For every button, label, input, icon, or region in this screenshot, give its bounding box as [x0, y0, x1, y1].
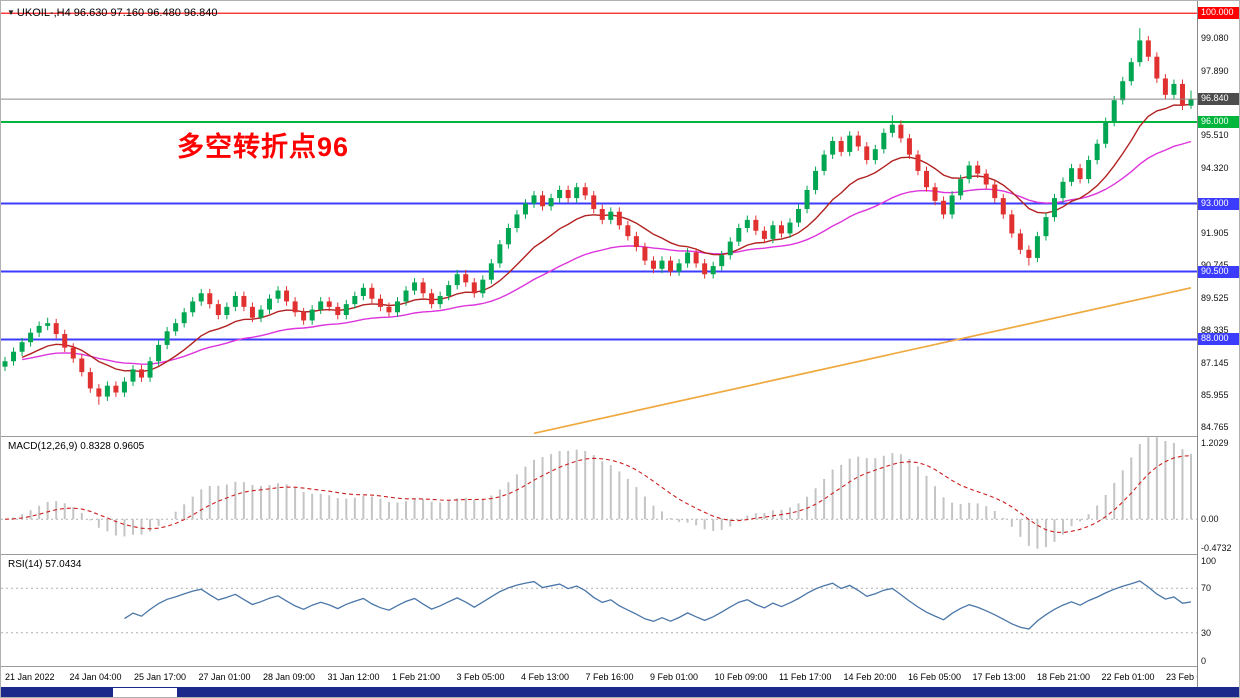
price-tick: 91.905 — [1201, 228, 1229, 239]
price-tick: 88.335 — [1201, 325, 1229, 336]
price-badge: 90.500 — [1198, 265, 1239, 278]
macd-axis-label: 1.2029 — [1201, 438, 1229, 449]
time-label: 18 Feb 21:00 — [1037, 672, 1091, 682]
rsi-chart-canvas[interactable] — [1, 555, 1197, 666]
price-tick: 85.955 — [1201, 390, 1229, 401]
macd-chart-canvas[interactable] — [1, 437, 1197, 554]
price-axis[interactable]: 99.080 97.890 95.510 94.320 91.905 90.745 89.5… — [1197, 1, 1239, 687]
time-label: 16 Feb 05:00 — [908, 672, 962, 682]
price-tick: 87.145 — [1201, 357, 1229, 368]
price-tick: 95.510 — [1201, 130, 1229, 141]
time-label: 1 Feb 21:00 — [392, 672, 441, 682]
time-label: 3 Feb 05:00 — [456, 672, 505, 682]
macd-indicator-panel[interactable]: MACD(12,26,9) 0.8328 0.9605 — [1, 437, 1197, 555]
time-label: 14 Feb 20:00 — [843, 672, 897, 682]
main-price-panel[interactable]: ▼ UKOIL-,H4 96.630 97.160 96.480 96.840 多… — [1, 1, 1197, 437]
time-label: 7 Feb 16:00 — [585, 672, 634, 682]
ohlc-values: 96.630 97.160 96.480 96.840 — [73, 7, 218, 19]
rsi-indicator-panel[interactable]: RSI(14) 57.0434 — [1, 555, 1197, 667]
price-badge: 96.840 — [1198, 93, 1239, 106]
time-label: 10 Feb 09:00 — [714, 672, 768, 682]
chart-tab[interactable] — [113, 688, 177, 697]
candlestick-chart-canvas[interactable] — [1, 1, 1197, 436]
time-label: 4 Feb 13:00 — [521, 672, 570, 682]
price-tick: 89.525 — [1201, 293, 1229, 304]
macd-axis-label: -0.4732 — [1201, 543, 1232, 553]
time-label: 22 Feb 01:00 — [1101, 672, 1155, 682]
time-label: 9 Feb 01:00 — [650, 672, 699, 682]
rsi-axis-label: 0 — [1201, 656, 1207, 666]
price-badge: 100.000 — [1198, 7, 1239, 20]
price-tick: 84.765 — [1201, 422, 1229, 433]
time-label: 23 Feb 09:00 — [1166, 672, 1220, 682]
price-badge: 96.000 — [1198, 115, 1239, 128]
time-label: 24 Jan 04:00 — [69, 672, 122, 682]
rsi-axis-label: 70 — [1201, 583, 1212, 594]
rsi-label: RSI(14) 57.0434 — [8, 559, 82, 570]
macd-label: MACD(12,26,9) 0.8328 0.9605 — [8, 441, 145, 452]
time-label: 21 Jan 2022 — [5, 672, 55, 682]
macd-axis-label: 0.00 — [1201, 514, 1219, 525]
time-label: 11 Feb 17:00 — [779, 672, 832, 682]
annotation-text[interactable]: 多空转折点96 — [177, 132, 350, 162]
price-badge: 88.000 — [1198, 333, 1239, 346]
symbol-ohlc-title: ▼ UKOIL-,H4 96.630 97.160 96.480 96.840 — [7, 7, 218, 19]
price-badge: 93.000 — [1198, 197, 1239, 210]
price-tick: 90.745 — [1201, 260, 1229, 270]
time-label: 28 Jan 09:00 — [263, 672, 316, 682]
bottom-bar — [1, 687, 1239, 697]
price-tick: 97.890 — [1201, 65, 1229, 76]
rsi-axis-label: 100 — [1201, 556, 1217, 566]
time-label: 27 Jan 01:00 — [198, 672, 251, 682]
price-tick: 99.080 — [1201, 33, 1229, 44]
time-label: 31 Jan 12:00 — [327, 672, 380, 682]
price-tick: 94.320 — [1201, 162, 1229, 173]
time-label: 17 Feb 13:00 — [972, 672, 1026, 682]
time-axis[interactable]: 21 Jan 2022 24 Jan 04:00 25 Jan 17:00 27 Ja… — [1, 667, 1239, 687]
rsi-axis-label: 30 — [1201, 627, 1212, 638]
time-label: 25 Jan 17:00 — [134, 672, 187, 682]
symbol-label: UKOIL-,H4 — [16, 7, 71, 19]
collapse-triangle-icon[interactable]: ▼ — [7, 8, 15, 17]
